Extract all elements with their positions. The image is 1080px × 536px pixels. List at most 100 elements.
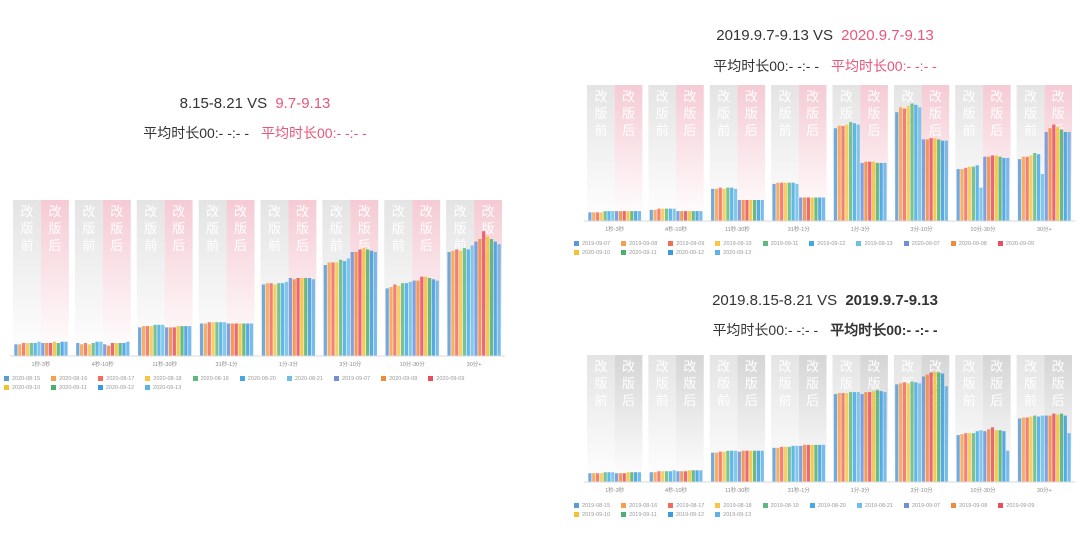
bar	[714, 188, 719, 221]
legend-label: 2020-09-10	[12, 384, 41, 391]
bar	[603, 211, 607, 221]
bar	[400, 283, 405, 356]
bar	[184, 326, 188, 356]
bar	[906, 383, 910, 482]
bar	[1048, 128, 1052, 221]
bar	[895, 112, 899, 221]
bar	[664, 471, 669, 482]
legend-swatch	[428, 376, 434, 381]
legend-label: 2020-09-09	[1005, 240, 1034, 247]
legend-item: 2020-09-08	[950, 239, 987, 248]
bar	[791, 182, 795, 221]
legend-item: 2020-08-19	[192, 374, 229, 383]
bar	[998, 156, 1002, 221]
bar	[818, 197, 822, 221]
legend-swatch	[950, 241, 956, 246]
bar	[733, 188, 738, 221]
legend-item: 2019-09-07	[903, 501, 940, 510]
bar	[749, 199, 753, 221]
bar	[802, 197, 807, 221]
bar	[745, 450, 749, 482]
x-tick-label: 30分+	[467, 360, 482, 368]
bar	[458, 250, 463, 356]
legend-label: 2019-08-19	[770, 502, 799, 509]
bar	[223, 322, 227, 356]
bar	[929, 372, 933, 482]
band-after-label: 版	[296, 221, 309, 236]
bar	[937, 139, 941, 221]
chart-subtitle-highlight: 平均时长00:- -:- -	[830, 322, 938, 338]
bar	[153, 324, 157, 356]
band-before-label: 改	[1024, 359, 1037, 374]
band-after-label: 版	[683, 106, 696, 121]
bar	[845, 393, 849, 482]
bar	[1021, 156, 1025, 221]
bar	[730, 450, 734, 482]
bar	[269, 283, 273, 356]
legend-item: 2019-09-09	[998, 501, 1034, 510]
band-after-label: 改	[806, 89, 819, 104]
bar	[657, 471, 661, 482]
bar	[1044, 131, 1048, 221]
band-before-label: 前	[594, 393, 607, 408]
bar	[296, 278, 300, 356]
bar	[879, 162, 883, 221]
legend-swatch	[762, 241, 768, 246]
bar	[733, 450, 738, 482]
bar	[1002, 431, 1006, 482]
legend-label: 2019-08-17	[676, 502, 705, 509]
band-after-label: 后	[929, 123, 942, 138]
band-after-label: 版	[806, 106, 819, 121]
legend-swatch	[621, 250, 627, 255]
band-after-label: 改	[358, 204, 371, 219]
x-tick-label: 31秒-1分	[216, 360, 239, 368]
legend-label: 2020-09-11	[629, 249, 657, 256]
band-before-label: 前	[330, 238, 343, 253]
band-before-label: 版	[963, 106, 976, 121]
legend-item: 2019-08-19	[762, 501, 799, 510]
bar	[653, 472, 657, 482]
x-tick-label: 4秒-10秒	[92, 360, 115, 368]
bar	[818, 444, 822, 482]
band-after-label: 后	[622, 393, 635, 408]
legend-label: 2019-09-11	[770, 240, 799, 247]
legend-label: 2020-08-20	[247, 375, 276, 382]
legend-label: 2020-08-17	[106, 375, 135, 382]
chart-title-prefix: 8.15-8.21 VS	[179, 95, 272, 112]
bar	[350, 252, 354, 356]
bar	[300, 278, 304, 356]
chart-subtitle-highlight: 平均时长00:- -:- -	[831, 58, 937, 74]
legend-item: 2020-09-12	[97, 383, 134, 392]
legend-swatch	[51, 385, 57, 390]
band-after-label: 改	[48, 204, 61, 219]
legend-label: 2019-09-13	[864, 240, 893, 247]
legend-label: 2020-09-12	[675, 249, 705, 256]
bar	[1044, 415, 1048, 482]
bar	[60, 341, 64, 356]
legend-swatch	[574, 250, 579, 255]
bar	[215, 322, 219, 356]
band-after-label: 改	[745, 359, 758, 374]
legend-swatch	[715, 503, 721, 508]
bar	[1029, 416, 1033, 482]
bar	[910, 381, 914, 482]
bar	[676, 471, 680, 482]
bar	[699, 470, 703, 482]
chart-subtitle-highlight: 平均时长00:- -:- -	[261, 125, 367, 141]
bar	[841, 125, 845, 221]
legend-item: 2020-09-11	[51, 383, 87, 392]
bar	[342, 261, 347, 356]
bar	[883, 392, 887, 482]
band-before-label: 改	[82, 204, 95, 219]
band-after-label: 改	[929, 89, 942, 104]
bar	[358, 249, 362, 356]
bar	[795, 183, 799, 221]
x-tick-label: 1秒-3秒	[605, 225, 624, 233]
band-after-label: 版	[990, 376, 1003, 391]
legend-item: 2020-09-09	[428, 374, 464, 383]
bar	[611, 472, 615, 482]
bar	[852, 123, 857, 221]
legend-label: 2019-08-16	[629, 502, 658, 509]
band-after-label: 改	[990, 89, 1003, 104]
chart-title-prefix: 2019.9.7-9.13 VS	[716, 27, 838, 44]
